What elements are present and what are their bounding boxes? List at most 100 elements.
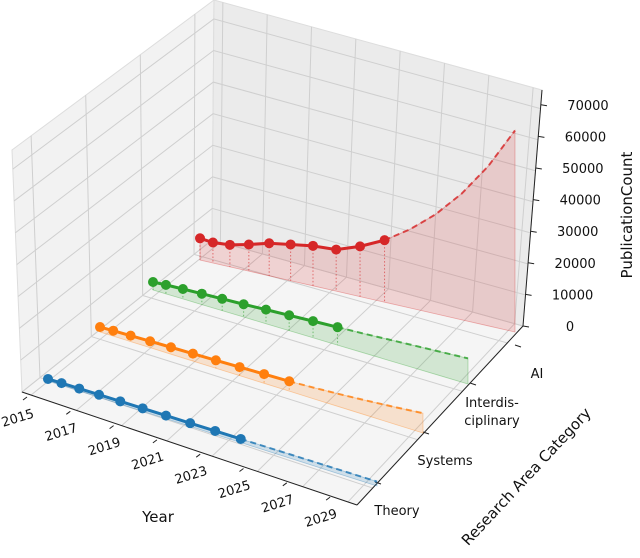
z-tick-label: 50000 [562, 162, 603, 177]
data-point [260, 304, 271, 315]
tick-labels: 2015 2017 2019 2021 2023 2025 2027 2029 Theory Sy… [0, 99, 609, 531]
actual-line [199, 236, 385, 252]
z-grid-line [17, 144, 531, 297]
x-tick-label: 2021 [130, 450, 166, 474]
data-point [148, 277, 158, 287]
x-tick [195, 453, 201, 458]
data-point [331, 244, 342, 255]
x-tick [22, 396, 28, 401]
y-tick-label: Theory [373, 504, 419, 519]
data-point [210, 425, 221, 436]
data-point [243, 239, 254, 250]
data-point [74, 383, 85, 394]
data-point [207, 237, 218, 248]
data-point [355, 241, 366, 252]
z-grid-line [13, 49, 539, 202]
series-ai [195, 129, 516, 333]
x-tick-label: 2017 [43, 421, 79, 445]
data-point [379, 235, 390, 246]
data-point [187, 348, 198, 359]
z-tick [538, 135, 545, 138]
z-tick [530, 230, 537, 233]
y-tick-label-line: AI [531, 367, 544, 382]
actual-line [47, 377, 242, 441]
series-theory [43, 373, 378, 487]
data-point [217, 293, 228, 304]
x-tick-label: 2015 [0, 407, 36, 431]
projection-line [337, 326, 469, 360]
x-tick-label: 2029 [303, 507, 339, 531]
z-tick [522, 325, 530, 328]
x-tick [239, 468, 244, 472]
x-axis-line [21, 391, 358, 506]
z-axis-line [522, 89, 543, 327]
data-point [285, 239, 296, 250]
data-point [332, 322, 343, 333]
data-point [307, 240, 318, 251]
z-tick [525, 293, 532, 296]
data-point [238, 299, 249, 310]
actual-line [152, 280, 338, 329]
data-point [284, 310, 295, 321]
data-point [161, 410, 172, 421]
data-point [284, 376, 295, 387]
z-grid-line [12, 18, 541, 170]
data-point [43, 373, 53, 384]
data-point [160, 279, 171, 290]
projection-line [288, 380, 424, 415]
z-tick [533, 199, 540, 202]
z-grid-line [16, 113, 534, 266]
projection-line [240, 437, 378, 483]
projection-line [384, 129, 516, 242]
z-grid-line [20, 207, 526, 361]
x-tick [66, 410, 71, 415]
data-point [56, 378, 67, 389]
z-tick [535, 167, 542, 170]
data-point [210, 355, 221, 366]
series-interdisciplinary [148, 277, 469, 385]
data-point [264, 238, 275, 249]
data-point [224, 239, 235, 250]
z-tick [540, 104, 548, 107]
x-tick [152, 439, 158, 444]
y-tick-label-line: Theory [373, 504, 419, 519]
data-point [165, 342, 176, 353]
data-point [235, 433, 246, 444]
x-tick [325, 496, 331, 501]
data-point [259, 369, 270, 380]
data-point [125, 330, 136, 341]
z-tick-label: 20000 [554, 257, 595, 272]
y-tick-label: Interdis-ciplinary [464, 396, 520, 429]
z-tick-label: 0 [566, 320, 574, 335]
y-tick-label-line: ciplinary [464, 414, 520, 429]
y-axis-line [356, 325, 524, 506]
z-tick-label: 70000 [567, 99, 608, 114]
series-systems [95, 322, 424, 434]
y-tick [514, 344, 522, 348]
y-tick [374, 481, 382, 485]
z-tick-label: 40000 [560, 194, 601, 209]
x-tick-label: 2019 [87, 435, 123, 459]
y-tick [422, 431, 430, 435]
data-point [115, 396, 126, 407]
data-point [308, 316, 319, 327]
z-axis-label: PublicationCount [618, 151, 636, 278]
z-grid-line [19, 176, 529, 329]
z-tick [528, 262, 535, 265]
data-point [145, 336, 156, 347]
y-tick-label: Systems [417, 454, 472, 469]
x-tick-label: 2023 [173, 464, 209, 488]
data-point [196, 288, 207, 299]
z-tick-label: 30000 [557, 225, 598, 240]
data-point [108, 325, 119, 336]
axis-lines [21, 89, 548, 506]
z-tick-label: 10000 [552, 288, 593, 303]
data-point [94, 389, 105, 400]
x-tick-label: 2025 [216, 478, 252, 502]
x-axis-label: Year [141, 508, 175, 526]
data-point [137, 403, 148, 414]
data-point [95, 322, 105, 333]
y-tick-label: AI [531, 367, 544, 382]
